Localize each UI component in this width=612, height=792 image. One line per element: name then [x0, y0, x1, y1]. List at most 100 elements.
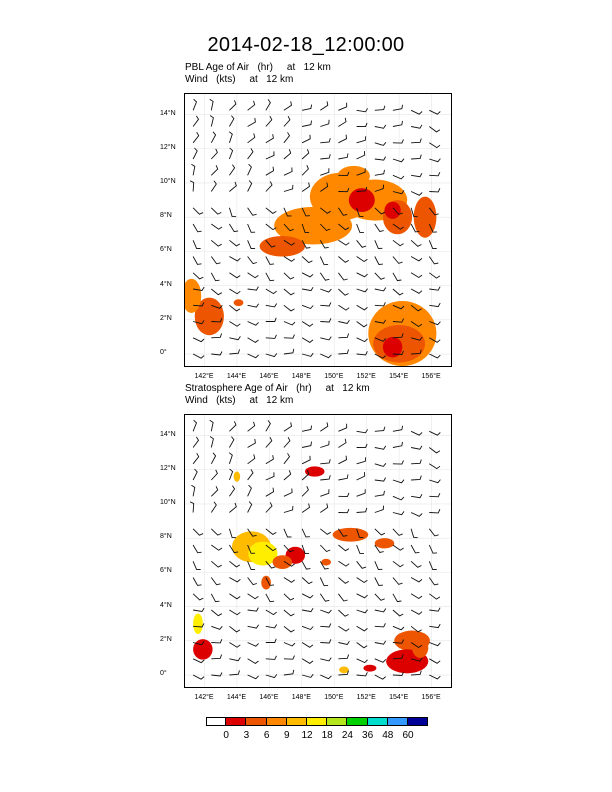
wind-barb [302, 120, 312, 127]
colorbar-swatch [206, 717, 227, 726]
wind-barb [210, 528, 222, 536]
wind-barb [411, 124, 423, 129]
wind-barb [392, 511, 405, 516]
wind-barb [338, 654, 350, 660]
wind-barb [338, 492, 350, 498]
wind-barb [192, 641, 205, 646]
wind-barb [265, 609, 277, 616]
wind-barb [265, 240, 276, 248]
wind-barb [283, 488, 293, 497]
wind-barb [429, 447, 441, 454]
wind-barb [374, 505, 384, 513]
colorbar-label: 36 [362, 730, 374, 741]
wind-barb [320, 528, 331, 535]
wind-barb [374, 593, 385, 601]
wind-barb [247, 240, 256, 249]
wind-barb [301, 486, 309, 497]
wind-barb [247, 303, 259, 308]
age-of-air-shade [337, 165, 370, 187]
wind-barb [356, 321, 368, 328]
wind-barb [356, 207, 364, 217]
wind-barb [189, 180, 195, 192]
wind-barb [247, 577, 258, 586]
wind-barb [265, 487, 275, 497]
wind-barb [356, 577, 368, 584]
wind-barb [356, 489, 366, 497]
colorbar-label: 60 [402, 730, 414, 741]
wind-barb [411, 493, 423, 499]
wind-barb [374, 207, 386, 215]
wind-barb [229, 321, 241, 327]
wind-barb [392, 139, 404, 144]
wind-barb [192, 419, 198, 432]
wind-barb [302, 607, 314, 613]
wind-barb [428, 240, 437, 250]
wind-barb [319, 272, 330, 281]
wind-barb [338, 272, 348, 281]
wind-barb [192, 353, 205, 359]
stratosphere-age-map [184, 414, 452, 688]
wind-barb [283, 288, 295, 296]
wind-barb [228, 528, 237, 539]
wind-barb [392, 528, 403, 536]
wind-barb [356, 457, 367, 465]
wind-barb [392, 190, 405, 195]
wind-barb [410, 304, 422, 312]
wind-barb [429, 337, 441, 343]
wind-barb [356, 544, 364, 554]
y-tick-label: 2°N [160, 314, 172, 322]
wind-barb [319, 256, 329, 266]
wind-barb [392, 333, 404, 339]
wind-barb [192, 528, 204, 536]
wind-barb [374, 124, 387, 129]
wind-barb [356, 272, 368, 278]
wind-barb [211, 304, 223, 309]
wind-barb [429, 286, 441, 291]
wind-barb [192, 272, 204, 280]
wind-barb [356, 528, 364, 538]
y-tick-label: 8°N [160, 212, 172, 220]
colorbar-swatch [387, 717, 408, 726]
wind-barb [374, 658, 387, 663]
wind-barb [392, 609, 404, 617]
colorbar-label: 18 [321, 730, 333, 741]
wind-barbs [189, 98, 441, 359]
wind-barb [411, 172, 423, 178]
wind-barb [265, 674, 278, 679]
wind-barb [319, 577, 329, 587]
wind-barb [392, 318, 405, 323]
wind-barb [301, 256, 313, 264]
wind-barb [301, 455, 311, 465]
wind-barb [211, 333, 223, 339]
wind-barb [301, 337, 314, 343]
wind-barb [429, 509, 441, 514]
wind-barb [211, 223, 223, 230]
wind-barb [210, 469, 218, 481]
wind-barb [192, 337, 205, 343]
wind-barb [374, 105, 386, 111]
wind-barb [192, 544, 202, 554]
wind-barb [265, 593, 275, 603]
wind-barb [210, 593, 220, 603]
colorbar-label: 48 [382, 730, 394, 741]
wind-barb [209, 115, 214, 127]
wind-barb [192, 320, 205, 325]
wind-barb [210, 180, 217, 192]
wind-barb [229, 421, 237, 432]
wind-barb [247, 133, 256, 144]
wind-barb [265, 544, 277, 552]
y-tick-label: 14°N [160, 430, 176, 438]
wind-barb [429, 142, 441, 149]
wind-barb [392, 495, 405, 501]
x-tick-label: 150°E [324, 694, 344, 701]
wind-barb [411, 459, 422, 465]
wind-barb [429, 302, 441, 308]
wind-barb [374, 445, 387, 450]
wind-barb [356, 304, 368, 311]
wind-barb [428, 207, 439, 216]
wind-barb [374, 319, 387, 324]
wind-barb [265, 99, 271, 111]
colorbar-swatch [286, 717, 307, 726]
wind-barb [211, 639, 223, 644]
wind-barb [410, 657, 423, 662]
